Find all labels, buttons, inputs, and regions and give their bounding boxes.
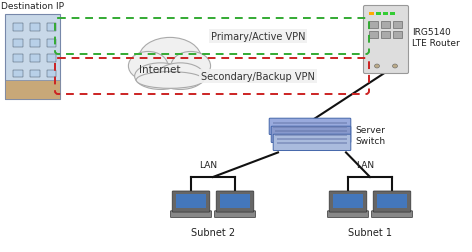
Bar bbox=[369, 32, 378, 39]
Bar bbox=[390, 13, 395, 16]
Text: LAN: LAN bbox=[199, 160, 217, 169]
Text: LAN: LAN bbox=[356, 160, 374, 169]
FancyBboxPatch shape bbox=[371, 211, 413, 218]
Text: Subnet 2: Subnet 2 bbox=[191, 227, 235, 237]
Bar bbox=[273, 122, 347, 124]
FancyBboxPatch shape bbox=[269, 119, 351, 135]
Bar bbox=[5, 81, 60, 100]
Text: Secondary/Backup VPN: Secondary/Backup VPN bbox=[201, 72, 315, 82]
Text: Destination IP: Destination IP bbox=[1, 2, 64, 11]
Bar bbox=[369, 22, 378, 29]
Bar bbox=[13, 55, 23, 63]
Bar bbox=[383, 13, 388, 16]
Bar bbox=[13, 40, 23, 47]
Ellipse shape bbox=[374, 65, 379, 69]
Bar bbox=[381, 32, 390, 39]
Bar bbox=[369, 13, 374, 16]
Bar bbox=[30, 40, 40, 47]
Bar bbox=[47, 55, 56, 63]
Bar bbox=[13, 24, 23, 32]
Bar bbox=[30, 86, 40, 93]
Bar bbox=[47, 40, 56, 47]
Bar bbox=[393, 32, 402, 39]
Bar bbox=[275, 135, 347, 137]
FancyBboxPatch shape bbox=[363, 7, 408, 74]
Text: Subnet 1: Subnet 1 bbox=[348, 227, 392, 237]
Bar bbox=[47, 86, 56, 93]
Bar bbox=[47, 70, 56, 78]
Bar bbox=[13, 86, 23, 93]
Bar bbox=[273, 127, 347, 129]
Ellipse shape bbox=[139, 38, 201, 80]
Ellipse shape bbox=[136, 72, 204, 89]
Bar bbox=[5, 15, 60, 100]
Ellipse shape bbox=[157, 64, 204, 90]
Bar bbox=[277, 142, 347, 144]
FancyBboxPatch shape bbox=[328, 211, 369, 218]
Bar bbox=[275, 131, 347, 133]
Ellipse shape bbox=[128, 52, 168, 81]
Text: IRG5140
LTE Router: IRG5140 LTE Router bbox=[412, 28, 460, 48]
Bar bbox=[30, 70, 40, 78]
FancyBboxPatch shape bbox=[170, 211, 211, 218]
Bar bbox=[30, 24, 40, 32]
Text: Internet: Internet bbox=[139, 65, 181, 75]
FancyBboxPatch shape bbox=[373, 191, 411, 212]
Bar bbox=[381, 22, 390, 29]
Bar bbox=[220, 194, 250, 208]
FancyBboxPatch shape bbox=[216, 191, 254, 212]
Ellipse shape bbox=[171, 52, 211, 81]
Bar bbox=[333, 194, 363, 208]
Text: Primary/Active VPN: Primary/Active VPN bbox=[211, 32, 305, 42]
Bar bbox=[47, 24, 56, 32]
Text: Server
Switch: Server Switch bbox=[355, 126, 385, 145]
Bar bbox=[393, 22, 402, 29]
Bar bbox=[377, 194, 407, 208]
Bar bbox=[376, 13, 381, 16]
FancyBboxPatch shape bbox=[273, 135, 351, 151]
Bar bbox=[13, 70, 23, 78]
Bar bbox=[176, 194, 206, 208]
FancyBboxPatch shape bbox=[214, 211, 255, 218]
FancyBboxPatch shape bbox=[329, 191, 367, 212]
Bar bbox=[30, 55, 40, 63]
Ellipse shape bbox=[135, 64, 186, 90]
Ellipse shape bbox=[393, 65, 397, 69]
Bar bbox=[277, 138, 347, 140]
FancyBboxPatch shape bbox=[172, 191, 210, 212]
FancyBboxPatch shape bbox=[271, 127, 351, 143]
